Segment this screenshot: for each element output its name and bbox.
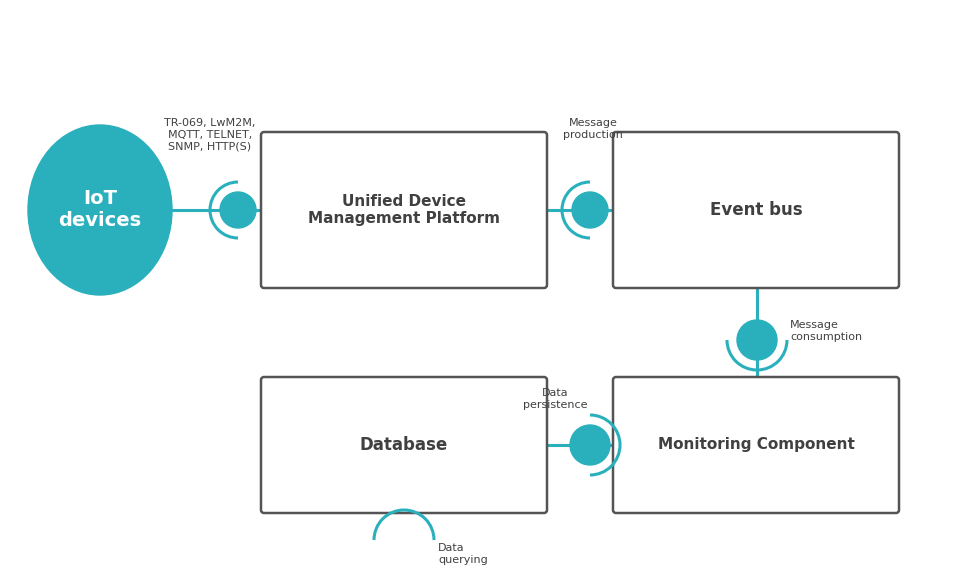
FancyBboxPatch shape bbox=[261, 132, 547, 288]
Text: TR-069, LwM2M,
MQTT, TELNET,
SNMP, HTTP(S): TR-069, LwM2M, MQTT, TELNET, SNMP, HTTP(… bbox=[164, 118, 256, 151]
Text: Message
consumption: Message consumption bbox=[789, 320, 861, 342]
Text: Database: Database bbox=[359, 436, 448, 454]
Ellipse shape bbox=[28, 125, 172, 295]
Text: IoT
devices: IoT devices bbox=[58, 189, 141, 230]
Text: Message
production: Message production bbox=[562, 118, 622, 140]
Text: Monitoring Component: Monitoring Component bbox=[657, 437, 854, 452]
Text: Data
querying: Data querying bbox=[438, 543, 487, 565]
FancyBboxPatch shape bbox=[612, 132, 898, 288]
Text: Unified Device
Management Platform: Unified Device Management Platform bbox=[308, 194, 499, 226]
FancyBboxPatch shape bbox=[261, 377, 547, 513]
Text: Event bus: Event bus bbox=[709, 201, 801, 219]
Circle shape bbox=[220, 192, 256, 228]
Circle shape bbox=[736, 320, 776, 360]
Circle shape bbox=[570, 425, 610, 465]
Circle shape bbox=[572, 192, 608, 228]
Text: Data
persistence: Data persistence bbox=[522, 388, 586, 410]
FancyBboxPatch shape bbox=[612, 377, 898, 513]
